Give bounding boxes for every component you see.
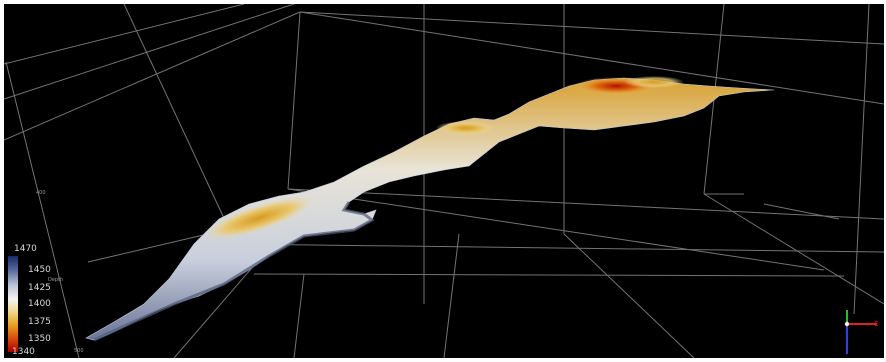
bounding-grid bbox=[4, 4, 884, 358]
colorbar-label-1350: 1350 bbox=[28, 334, 51, 344]
colorbar-min-label: 1340 bbox=[12, 347, 35, 357]
3d-scene[interactable] bbox=[4, 4, 884, 358]
anomaly-north-warm bbox=[624, 76, 684, 88]
surface-shadow-edge bbox=[93, 201, 375, 342]
anomaly-middle bbox=[436, 121, 496, 135]
axis-tick-upper: 400 bbox=[36, 190, 46, 196]
anomaly-south bbox=[203, 196, 315, 240]
axis-tick-lower: 500 bbox=[74, 348, 84, 354]
3d-viewport[interactable]: 1470 1450 1425 1400 1375 1350 1340 Depth… bbox=[4, 4, 884, 358]
reservoir-surface[interactable] bbox=[85, 76, 775, 342]
colorbar-unit: Depth bbox=[48, 277, 64, 283]
colorbar bbox=[8, 256, 18, 352]
east-axis-label: E bbox=[874, 320, 879, 328]
colorbar-label-1450: 1450 bbox=[28, 265, 51, 275]
colorbar-label-1375: 1375 bbox=[28, 317, 51, 327]
surface-body[interactable] bbox=[85, 77, 775, 341]
colorbar-label-1400: 1400 bbox=[28, 299, 51, 309]
colorbar-label-1425: 1425 bbox=[28, 283, 51, 293]
orientation-axes bbox=[844, 310, 877, 354]
colorbar-max-label: 1470 bbox=[14, 244, 37, 254]
